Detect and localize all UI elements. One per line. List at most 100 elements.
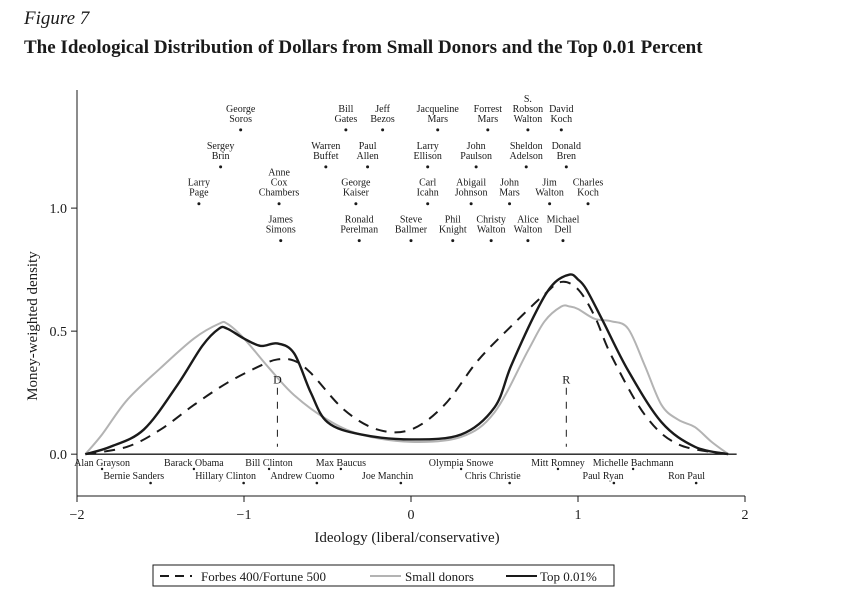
donor-label: Jacqueline Mars — [417, 104, 460, 125]
donor-label: Michael Dell — [547, 215, 580, 236]
politician-point — [192, 467, 196, 471]
politician-point — [694, 481, 698, 485]
donor-point — [469, 202, 473, 206]
donor-label: Forrest Mars — [474, 104, 503, 125]
donor-point — [526, 128, 530, 132]
legend-box — [152, 564, 615, 587]
x-tick-label: −1 — [237, 508, 252, 523]
donor-label: S. Robson Walton — [513, 94, 544, 125]
figure-label: Figure 7 — [24, 8, 90, 29]
donor-label: Charles Koch — [573, 178, 604, 199]
politician-point — [508, 481, 511, 485]
donor-label: Anne Cox Chambers — [259, 168, 300, 199]
donor-point — [561, 239, 565, 243]
politician-point — [399, 481, 403, 485]
legend-label: Forbes 400/Fortune 500 — [201, 569, 326, 584]
donor-point — [559, 128, 563, 132]
series-line-1 — [84, 304, 729, 455]
y-axis-label: Money-weighted density — [25, 251, 41, 401]
series-layer — [84, 273, 729, 456]
donor-label: Larry Page — [188, 178, 210, 199]
donor-point — [526, 239, 530, 243]
donor-point — [426, 202, 430, 206]
legend-label: Small donors — [405, 569, 474, 584]
donor-label: Carl Icahn — [417, 178, 439, 199]
donor-point — [524, 165, 528, 169]
politician-label: Alan Grayson — [74, 458, 130, 469]
donor-point — [381, 128, 385, 132]
donor-label: James Simons — [266, 215, 296, 236]
donor-point — [474, 165, 478, 169]
politician-point — [100, 467, 104, 471]
politician-point — [267, 467, 271, 471]
donor-labels: George Soros Bill Gates Jeff Bezos Jacqueline M… — [188, 94, 604, 243]
donor-point — [344, 128, 348, 132]
politician-label: Max Baucus — [316, 458, 366, 469]
donor-label: David Koch — [549, 104, 573, 125]
donor-label: John Mars — [499, 178, 520, 199]
donor-point — [436, 128, 440, 132]
donor-point — [586, 202, 590, 206]
x-tick-label: 2 — [742, 508, 749, 523]
donor-point — [489, 239, 493, 243]
donor-point — [279, 239, 283, 243]
donor-label: Warren Buffet — [311, 141, 340, 162]
politician-label: Mitt Romney — [531, 458, 585, 469]
axes: −2 −1 0 1 2 0.0 0.5 1.0 — [50, 90, 749, 523]
politician-label: Barack Obama — [164, 458, 224, 469]
donor-point — [277, 202, 281, 206]
politician-point — [612, 481, 616, 485]
x-tick-label: 1 — [575, 508, 582, 523]
politician-label: Paul Ryan — [583, 471, 624, 482]
donor-point — [197, 202, 201, 206]
politician-label: Bill Clinton — [245, 458, 293, 469]
donor-point — [548, 202, 552, 206]
donor-point — [324, 165, 328, 169]
donor-point — [366, 165, 370, 169]
donor-point — [508, 202, 512, 206]
party-marker-label: R — [562, 373, 570, 387]
politician-point — [556, 467, 560, 471]
politician-label: Olympia Snowe — [429, 458, 494, 469]
legend-label: Top 0.01% — [540, 569, 597, 584]
donor-label: George Kaiser — [341, 178, 371, 199]
donor-point — [426, 165, 430, 169]
donor-label: Sheldon Adelson — [510, 141, 543, 162]
x-tick-label: 0 — [408, 508, 415, 523]
donor-label: Bill Gates — [334, 104, 357, 125]
series-line-2 — [85, 273, 729, 456]
y-tick-label: 0.5 — [50, 325, 68, 340]
donor-point — [239, 128, 243, 132]
politician-point — [242, 481, 245, 485]
donor-label: Phil Knight — [439, 215, 467, 236]
donor-label: Donald Bren — [552, 141, 581, 162]
series-line-0 — [85, 280, 729, 456]
politician-label: Bernie Sanders — [103, 471, 164, 482]
donor-label: Ronald Perelman — [340, 215, 378, 236]
donor-point — [451, 239, 455, 243]
donor-point — [219, 165, 223, 169]
politician-point — [315, 481, 319, 485]
politician-point — [339, 467, 343, 471]
donor-label: Abigail Johnson — [455, 178, 488, 199]
politician-label: Andrew Cuomo — [270, 471, 334, 482]
legend: Forbes 400/Fortune 500 Small donors Top 0.… — [152, 564, 615, 587]
politician-label: Michelle Bachmann — [593, 458, 674, 469]
donor-label: Jim Walton — [535, 178, 564, 199]
politician-labels: Alan Grayson Barack Obama Bill Clinton Max … — [74, 458, 705, 485]
politician-label: Chris Christie — [465, 471, 521, 482]
donor-point — [409, 239, 413, 243]
donor-label: Paul Allen — [356, 141, 378, 162]
politician-point — [459, 467, 463, 471]
donor-label: Steve Ballmer — [395, 215, 428, 236]
donor-label: Alice Walton — [514, 215, 543, 236]
politician-point — [631, 467, 635, 471]
donor-label: Larry Ellison — [414, 141, 442, 162]
party-marker-label: D — [273, 373, 282, 387]
y-tick-label: 0.0 — [50, 448, 68, 463]
donor-label: George Soros — [226, 104, 256, 125]
x-tick-label: −2 — [70, 508, 85, 523]
politician-point — [149, 481, 152, 485]
x-axis-label: Ideology (liberal/conservative) — [314, 530, 499, 546]
